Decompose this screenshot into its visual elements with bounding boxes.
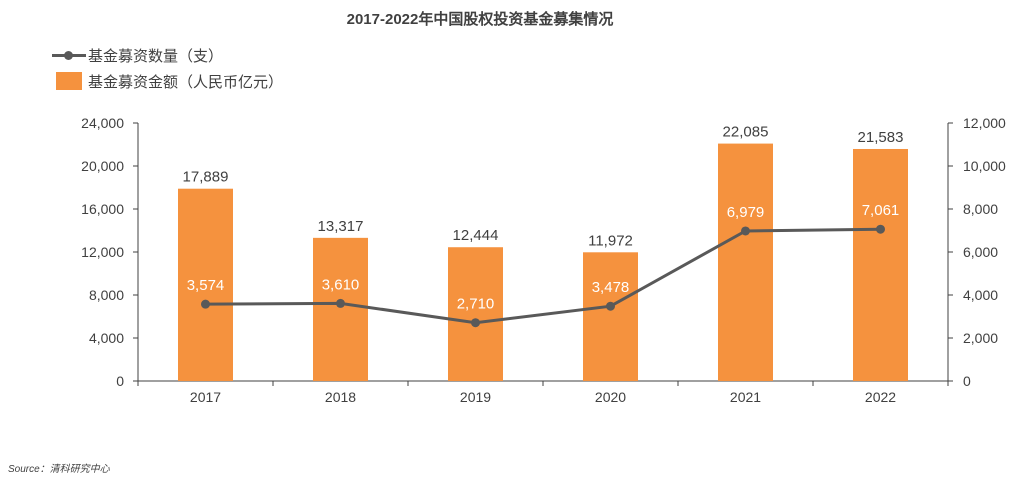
x-tick-label: 2021 bbox=[730, 389, 761, 405]
right-tick-label: 4,000 bbox=[963, 287, 998, 303]
left-tick-label: 0 bbox=[116, 373, 124, 389]
bar bbox=[583, 252, 638, 381]
line-point bbox=[606, 301, 615, 311]
line-value-label: 3,610 bbox=[322, 276, 360, 293]
line-point bbox=[201, 299, 210, 309]
legend-item-amount: 基金募资金额（人民币亿元） bbox=[52, 68, 283, 94]
right-tick-label: 2,000 bbox=[963, 330, 998, 346]
right-tick-label: 6,000 bbox=[963, 244, 998, 260]
line-point bbox=[741, 226, 750, 236]
chart-title: 2017-2022年中国股权投资基金募集情况 bbox=[346, 11, 614, 28]
line-marker-icon bbox=[52, 48, 86, 62]
source-note: Source：清科研究中心 bbox=[8, 464, 110, 475]
bar bbox=[178, 188, 233, 381]
x-tick-label: 2022 bbox=[865, 389, 896, 405]
right-tick-label: 0 bbox=[963, 373, 971, 389]
x-tick-label: 2018 bbox=[325, 389, 356, 405]
left-tick-label: 24,000 bbox=[81, 115, 124, 131]
x-tick-label: 2017 bbox=[190, 389, 221, 405]
bar-value-label: 11,972 bbox=[588, 232, 633, 249]
chart-legend: 基金募资数量（支） 基金募资金额（人民币亿元） bbox=[52, 42, 283, 94]
line-value-label: 3,574 bbox=[187, 277, 225, 294]
line-value-label: 3,478 bbox=[592, 279, 630, 296]
line-value-label: 6,979 bbox=[727, 204, 765, 221]
right-tick-label: 12,000 bbox=[963, 115, 1006, 131]
bar-value-label: 21,583 bbox=[858, 129, 904, 146]
bar bbox=[718, 143, 773, 381]
left-tick-label: 16,000 bbox=[81, 201, 124, 217]
right-tick-label: 8,000 bbox=[963, 201, 998, 217]
x-tick-label: 2019 bbox=[460, 389, 491, 405]
x-tick-label: 2020 bbox=[595, 389, 626, 405]
bar-swatch-icon bbox=[56, 72, 82, 90]
bar bbox=[448, 247, 503, 381]
line-value-label: 2,710 bbox=[457, 296, 495, 313]
bar-value-label: 22,085 bbox=[723, 124, 769, 141]
bar bbox=[313, 237, 368, 381]
left-tick-label: 20,000 bbox=[81, 158, 124, 174]
line-point bbox=[336, 298, 345, 308]
legend-item-count: 基金募资数量（支） bbox=[52, 42, 283, 68]
right-tick-label: 10,000 bbox=[963, 158, 1006, 174]
left-tick-label: 8,000 bbox=[89, 287, 124, 303]
line-series-count bbox=[205, 227, 881, 325]
legend-label-amount: 基金募资金额（人民币亿元） bbox=[88, 73, 284, 91]
left-tick-label: 12,000 bbox=[81, 244, 124, 260]
bar-value-label: 17,889 bbox=[183, 169, 229, 186]
left-tick-label: 4,000 bbox=[89, 330, 124, 346]
line-point bbox=[471, 318, 480, 328]
bar-value-label: 12,444 bbox=[453, 227, 499, 244]
bar-value-label: 13,317 bbox=[318, 218, 364, 235]
legend-label-count: 基金募资数量（支） bbox=[88, 47, 224, 65]
bar bbox=[853, 148, 908, 381]
line-point bbox=[876, 224, 885, 234]
line-value-label: 7,061 bbox=[862, 202, 900, 219]
